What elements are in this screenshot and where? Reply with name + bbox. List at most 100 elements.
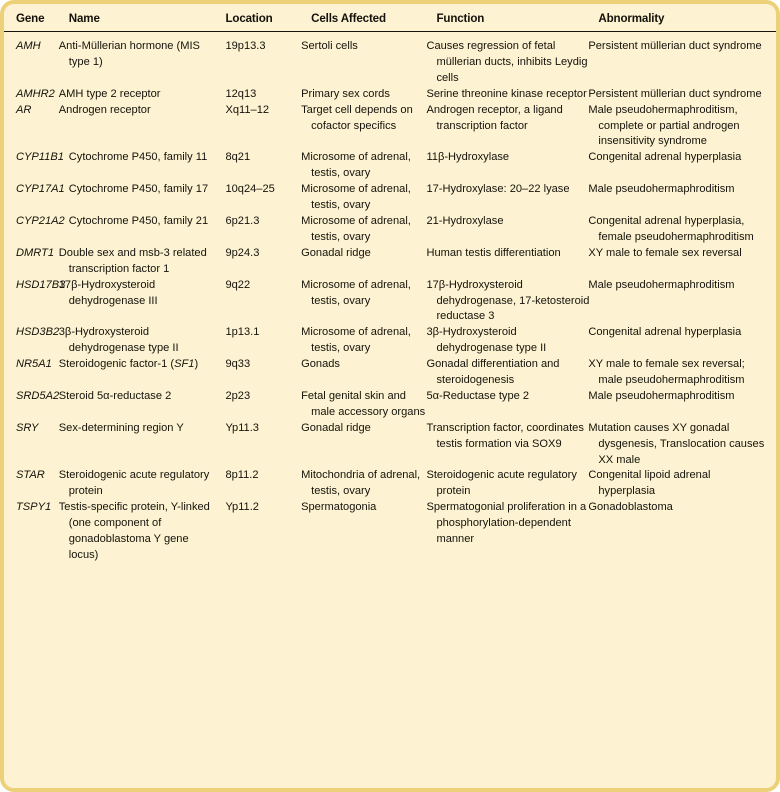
cell-location: Xq11–12 [225, 103, 270, 116]
gene-symbol: DMRT1 [16, 246, 55, 259]
cell-name: Anti-Müllerian hormone (MIS type 1) [58, 40, 200, 68]
cell-name: AMH type 2 receptor [58, 87, 161, 100]
column-header-gene: Gene [4, 4, 69, 32]
cell-function: Serine threonine kinase receptor [426, 87, 587, 100]
cell-abnormality: Congenital lipoid adrenal hyperplasia [588, 469, 711, 498]
cell-name: Sex-determining region Y [58, 421, 184, 434]
cell-gene: AMHR2 [4, 87, 69, 103]
cell-name: Androgen receptor [58, 103, 151, 116]
cell-location: Yp11.2 [225, 501, 259, 514]
table-row: AMHR2 AMH type 2 receptor 12q13 Primary sex… [4, 87, 776, 103]
name-text-suffix: ) [194, 358, 199, 371]
cell-function: 21-Hydroxylase [426, 214, 504, 227]
cell-gene: DMRT1 [4, 246, 69, 278]
cell-name: 3β-Hydroxysteroid dehydrogenase type II [58, 326, 179, 355]
cell-gene: SRY [4, 421, 69, 469]
cell-cells-affected: Mitochondria of adrenal, testis, ovary [301, 469, 421, 498]
cell-function: 11β-Hydroxylase [426, 151, 510, 164]
cell-cells-affected: Gonads [301, 358, 340, 371]
cell-name: Cytochrome P450, family 11 [68, 151, 208, 164]
cell-function: Androgen receptor, a ligand transcriptio… [426, 103, 563, 132]
cell-cells-affected: Sertoli cells [301, 40, 358, 52]
cell-function: Human testis differentiation [426, 246, 561, 259]
cell-function: Spermatogonial proliferation in a phosph… [426, 501, 587, 546]
cell-abnormality: Mutation causes XY gonadal dysgenesis, T… [588, 421, 765, 466]
gene-symbol: AMH [16, 40, 41, 52]
gene-symbol: SRY [16, 421, 39, 434]
cell-function: 5α-Reductase type 2 [426, 389, 530, 402]
table-row: AR Androgen receptor Xq11–12 Target cell de… [4, 103, 776, 151]
cell-cells-affected: Primary sex cords [301, 87, 390, 100]
cell-gene: CYP21A2 [4, 214, 69, 246]
column-header-cells-affected: Cells Affected [311, 4, 437, 32]
cell-location: 8p11.2 [225, 469, 259, 482]
cell-gene: CYP11B1 [4, 150, 69, 182]
cell-gene: CYP17A1 [4, 182, 69, 214]
cell-cells-affected: Microsome of adrenal, testis, ovary [301, 278, 411, 307]
cell-location: 10q24–25 [225, 183, 275, 196]
cell-location: 6p21.3 [225, 214, 260, 227]
cell-location: 9p24.3 [225, 246, 260, 259]
cell-abnormality: Persistent müllerian duct syndrome [588, 40, 762, 52]
gene-symbol: HSD3B2 [16, 326, 60, 339]
cell-abnormality: Male pseudohermaphroditism, complete or … [588, 103, 740, 148]
cell-gene: AMH [4, 32, 69, 87]
cell-location: Yp11.3 [225, 421, 259, 434]
table-row: TSPY1 Testis-specific protein, Y-linked (… [4, 500, 776, 564]
name-alias-italic: SF1 [174, 358, 195, 371]
cell-gene: HSD17B3 [4, 278, 69, 326]
cell-cells-affected: Spermatogonia [301, 501, 377, 514]
cell-cells-affected: Microsome of adrenal, testis, ovary [301, 326, 411, 355]
column-header-function: Function [436, 4, 599, 32]
table-row: HSD17B3 17β-Hydroxysteroid dehydrogenase … [4, 278, 776, 326]
cell-abnormality: Congenital adrenal hyperplasia, female p… [588, 214, 754, 243]
cell-location: 9q22 [225, 278, 251, 291]
gene-reference-table: Gene Name Location Cells Affected Functi… [4, 4, 776, 564]
table-row: NR5A1 Steroidogenic factor-1 (SF1) 9q33 Gon… [4, 357, 776, 389]
table-row: AMH Anti-Müllerian hormone (MIS type 1) 19… [4, 32, 776, 87]
column-header-abnormality: Abnormality [598, 4, 776, 32]
gene-symbol: TSPY1 [16, 501, 52, 514]
cell-name: Double sex and msb-3 related transcripti… [58, 246, 207, 275]
table-header: Gene Name Location Cells Affected Functi… [4, 4, 776, 32]
table-row: SRD5A2 Steroid 5α-reductase 2 2p23 Fetal ge… [4, 389, 776, 421]
cell-location: 9q33 [225, 358, 251, 371]
cell-name: Steroidogenic acute regulatory protein [58, 469, 210, 498]
cell-location: 19p13.3 [225, 40, 266, 52]
cell-gene: AR [4, 103, 69, 151]
gene-symbol: NR5A1 [16, 358, 52, 371]
cell-name: 17β-Hydroxysteroid dehydrogenase III [58, 278, 158, 307]
cell-location: 1p13.1 [225, 326, 260, 339]
table-row: STAR Steroidogenic acute regulatory prote… [4, 468, 776, 500]
table-row: CYP11B1 Cytochrome P450, family 11 8q21 Mic… [4, 150, 776, 182]
cell-function: 17-Hydroxylase: 20–22 lyase [426, 183, 570, 196]
table-body: AMH Anti-Müllerian hormone (MIS type 1) 19… [4, 32, 776, 564]
header-row: Gene Name Location Cells Affected Functi… [4, 4, 776, 32]
cell-location: 8q21 [225, 151, 251, 164]
cell-cells-affected: Gonadal ridge [301, 421, 371, 434]
cell-gene: HSD3B2 [4, 325, 69, 357]
cell-function: Steroidogenic acute regulatory protein [426, 469, 577, 498]
cell-gene: TSPY1 [4, 500, 69, 564]
column-header-name: Name [68, 4, 226, 32]
gene-symbol: CYP11B1 [16, 151, 64, 164]
gene-symbol: HSD17B3 [16, 278, 66, 291]
cell-abnormality: XY male to female sex reversal [588, 246, 742, 259]
cell-location: 12q13 [225, 87, 257, 100]
table-row: CYP17A1 Cytochrome P450, family 17 10q24–2… [4, 182, 776, 214]
cell-abnormality: Male pseudohermaphroditism [588, 278, 735, 291]
gene-symbol: CYP17A1 [16, 183, 65, 196]
cell-name: Steroidogenic factor-1 (SF1) [59, 357, 226, 389]
cell-name: Cytochrome P450, family 21 [68, 214, 209, 227]
cell-abnormality: XY male to female sex reversal; male pse… [588, 358, 745, 387]
cell-function: 3β-Hydroxysteroid dehydrogenase type II [426, 326, 547, 355]
cell-gene: SRD5A2 [4, 389, 69, 421]
cell-function: Causes regression of fetal müllerian duc… [426, 40, 588, 84]
cell-name: Steroid 5α-reductase 2 [58, 389, 172, 402]
cell-cells-affected: Microsome of adrenal, testis, ovary [301, 151, 411, 180]
table-row: SRY Sex-determining region Y Yp11.3 Gonadal… [4, 421, 776, 469]
cell-abnormality: Gonadoblastoma [588, 501, 673, 514]
cell-function: 17β-Hydroxysteroid dehydrogenase, 17-ket… [426, 278, 590, 323]
cell-name: Testis-specific protein, Y-linked (one c… [58, 501, 210, 561]
name-text: Steroidogenic factor-1 ( [58, 358, 175, 371]
